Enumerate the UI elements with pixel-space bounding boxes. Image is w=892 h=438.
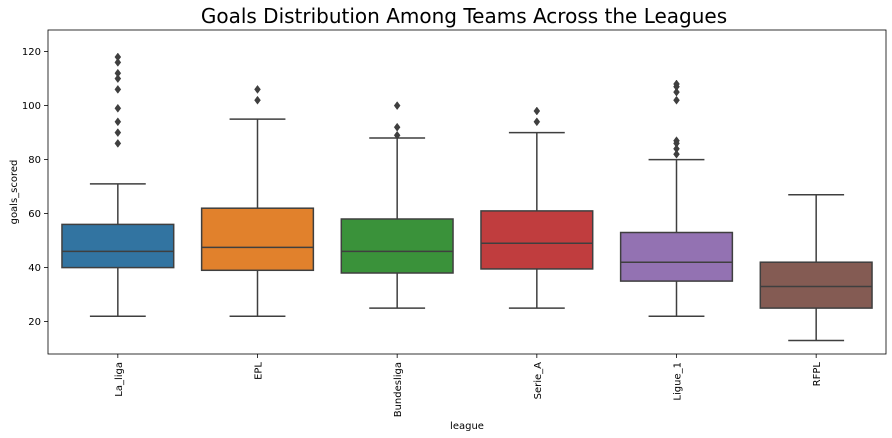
box-EPL [200, 84, 315, 317]
plot-area [47, 29, 887, 355]
outlier-point [673, 149, 680, 159]
chart-title: Goals Distribution Among Teams Across th… [201, 4, 727, 28]
y-tick-label: 40 [28, 263, 41, 274]
x-axis: La_liga EPL Bundesliga Serie_A Ligue_1 RFPL [114, 354, 823, 417]
box-Bundesliga [340, 101, 454, 309]
y-tick-label: 120 [22, 47, 41, 58]
box-La_liga [61, 52, 175, 317]
box-Serie_A [480, 106, 594, 309]
outlier-point [533, 117, 541, 127]
outlier-point [393, 101, 401, 111]
outlier-point [114, 128, 122, 138]
y-tick-label: 100 [22, 101, 41, 112]
outlier-point [533, 106, 541, 116]
box-iqr [61, 223, 175, 269]
y-tick-label: 20 [28, 317, 41, 328]
outlier-point [393, 122, 401, 132]
x-tick-label: EPL [254, 362, 265, 380]
box-iqr [619, 231, 734, 282]
outlier-point [114, 74, 122, 84]
box-Ligue_1 [619, 79, 734, 317]
outlier-point [114, 103, 122, 113]
outlier-point [254, 95, 261, 105]
outlier-point [114, 84, 122, 94]
outlier-point [114, 117, 122, 127]
box-iqr [340, 218, 454, 274]
outlier-point [114, 138, 122, 148]
x-tick-label: Ligue_1 [673, 362, 684, 401]
x-axis-label: league [450, 421, 484, 432]
outlier-point [673, 95, 680, 105]
outlier-point [673, 87, 680, 97]
y-axis: 20 40 60 80 100 120 [22, 47, 48, 328]
y-axis-label: goals_scored [9, 160, 20, 225]
x-tick-label: RFPL [812, 362, 823, 387]
y-tick-label: 60 [28, 209, 41, 220]
x-tick-label: La_liga [114, 362, 125, 397]
y-tick-label: 80 [28, 155, 41, 166]
outlier-point [673, 136, 680, 146]
box-iqr [759, 261, 873, 309]
x-tick-label: Serie_A [533, 362, 544, 400]
outlier-point [673, 144, 680, 154]
plot-frame [47, 29, 887, 355]
outlier-point [393, 130, 401, 140]
outlier-point [114, 57, 122, 67]
box-RFPL [759, 193, 873, 342]
x-tick-label: Bundesliga [393, 362, 404, 417]
box-iqr [200, 207, 315, 272]
box-iqr [480, 210, 594, 270]
outlier-point [114, 52, 122, 62]
outlier-point [114, 68, 122, 78]
outlier-point [673, 79, 680, 89]
outlier-point [254, 84, 261, 94]
